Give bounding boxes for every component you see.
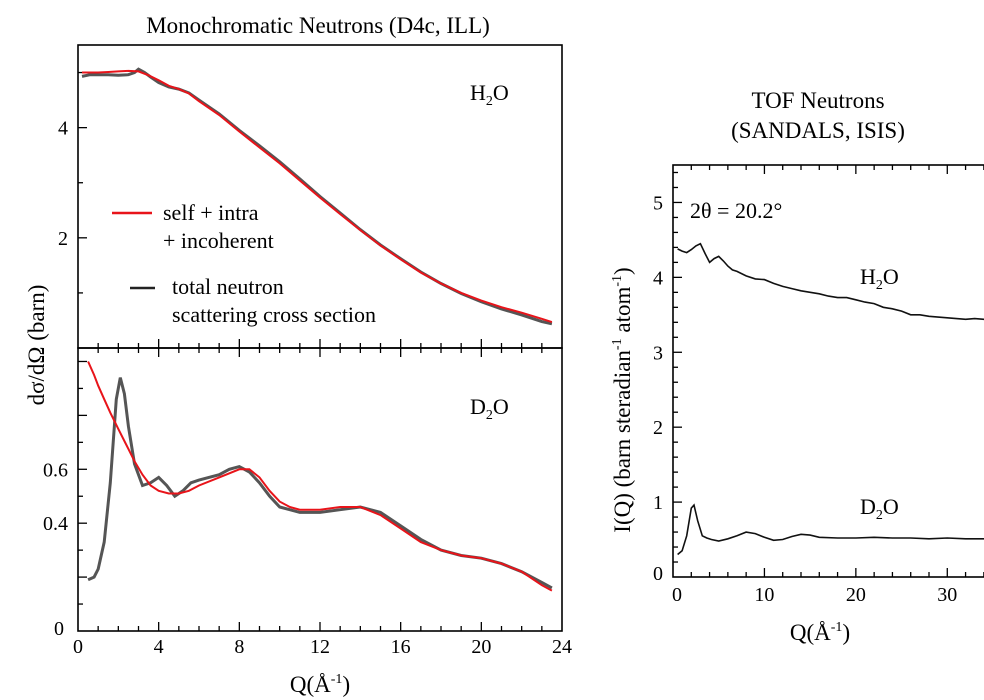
left-x-axis-label: Q(Å-1) <box>290 672 350 697</box>
bottom-left-series <box>87 361 553 592</box>
series-tof-h2o <box>677 242 984 321</box>
y-tick-label: 2 <box>58 228 68 250</box>
legend-model-line2: + incoherent <box>163 228 274 253</box>
right-d2o-label: D2O <box>860 494 899 523</box>
x-tick-label: 4 <box>154 636 164 658</box>
top-left-series <box>81 67 553 326</box>
bottom-left-x-ticks: 0 4 8 12 16 20 24 <box>73 348 572 658</box>
right-x-ticks: 0 10 20 30 <box>672 165 984 606</box>
series-tof-d2o <box>677 503 984 556</box>
x-tick-label: 12 <box>310 636 330 658</box>
right-y-axis-label: I(Q) (barn steradian-1 atom-1) <box>610 267 635 532</box>
series-model-d2o <box>87 361 553 592</box>
x-tick-label: 0 <box>672 584 682 606</box>
right-h2o-label: H2O <box>860 264 899 293</box>
top-left-y-ticks: 24 <box>58 71 87 294</box>
right-x-axis-label: Q(Å-1) <box>790 620 850 645</box>
y-tick-label: 4 <box>653 267 663 289</box>
y-tick-label: 0.4 <box>43 513 68 535</box>
y-tick-label: 4 <box>58 118 68 140</box>
series-model-h2o <box>82 69 553 324</box>
x-tick-label: 20 <box>471 636 491 658</box>
series-measured-d2o <box>87 377 553 590</box>
legend-measured-line2: scattering cross section <box>172 302 376 327</box>
x-tick-label: 20 <box>846 584 866 606</box>
y-tick-label: 1 <box>653 492 663 514</box>
x-tick-label: 16 <box>391 636 411 658</box>
bottom-left-plot-frame <box>77 347 563 632</box>
x-tick-label: 0 <box>73 636 83 658</box>
right-panel: TOF Neutrons (SANDALS, ISIS) 0 10 20 30 0 1 2… <box>610 88 984 645</box>
legend: self + intra + incoherent total neutron … <box>112 200 376 327</box>
x-tick-label: 8 <box>234 636 244 658</box>
y-tick-label: 0.6 <box>43 459 68 481</box>
right-y-ticks: 0 1 2 3 4 5 <box>653 171 682 585</box>
left-chart-title: Monochromatic Neutrons (D4c, ILL) <box>146 13 490 38</box>
right-angle-annotation: 2θ = 20.2° <box>690 198 782 223</box>
left-y-axis-label: dσ/dΩ (barn) <box>24 285 49 406</box>
top-left-x-ticks <box>97 339 543 348</box>
top-left-panel: 24 H2O self + intra + incoherent total n… <box>58 44 563 349</box>
top-left-sample-label: H2O <box>470 80 509 109</box>
y-tick-label: 5 <box>653 192 663 214</box>
y-tick-label: 0 <box>653 563 663 585</box>
right-plot-frame <box>672 164 984 578</box>
legend-model-line1: self + intra <box>163 200 259 225</box>
y-tick-label: 3 <box>653 342 663 364</box>
bottom-left-panel: 0 4 8 12 16 20 24 0.4 0.6 0 D2O Q(Å-1) <box>43 347 572 697</box>
right-series <box>677 242 984 556</box>
x-tick-label: 10 <box>754 584 774 606</box>
y-zero-label: 0 <box>54 618 64 640</box>
y-tick-label: 2 <box>653 417 663 439</box>
right-chart-title-line1: TOF Neutrons <box>751 88 884 113</box>
legend-measured-line1: total neutron <box>172 274 284 299</box>
x-tick-label: 24 <box>552 636 572 658</box>
bottom-left-sample-label: D2O <box>470 394 509 423</box>
x-tick-label: 30 <box>937 584 957 606</box>
bottom-left-y-ticks: 0.4 0.6 0 <box>43 360 87 640</box>
series-measured-h2o <box>81 67 553 326</box>
right-chart-title-line2: (SANDALS, ISIS) <box>731 118 905 143</box>
